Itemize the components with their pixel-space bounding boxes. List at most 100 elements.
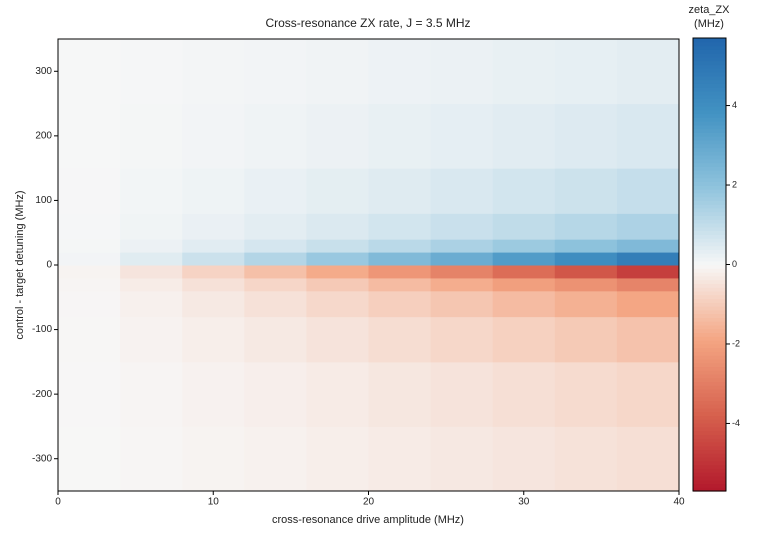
heatmap-cell [492,290,556,318]
heatmap-cell [306,290,369,318]
colorbar-band [693,268,726,273]
heatmap-cell [368,168,432,214]
colorbar-band [693,340,726,345]
heatmap-cell [120,39,183,105]
heatmap-cell [306,168,369,214]
colorbar-band [693,185,726,190]
heatmap-cell [430,426,494,492]
heatmap-cell [368,316,432,363]
heatmap-cell [368,265,432,279]
heatmap-cell [182,316,245,363]
heatmap-cell [430,168,494,214]
colorbar-band [693,249,726,254]
colorbar-band [693,230,726,235]
colorbar-band [693,241,726,247]
heatmap-cell [120,252,183,266]
heatmap-cell [368,277,432,292]
colorbar-band [693,464,726,469]
colorbar-band [693,158,726,164]
colorbar-band [693,124,726,130]
heatmap-cell [492,265,556,279]
x-tick-label: 10 [208,497,220,508]
y-tick-label: 0 [46,260,52,271]
heatmap-cell [244,426,307,492]
colorbar-band [693,245,726,250]
heatmap-cell [492,252,556,266]
colorbar-band [693,238,726,243]
colorbar-band [693,170,726,175]
heatmap-cell [58,39,121,105]
heatmap-cell [616,265,680,279]
colorbar-band [693,483,726,488]
heatmap-cell [120,103,183,169]
colorbar-band [693,362,726,368]
heatmap-cell [616,361,680,427]
colorbar-band [693,49,726,54]
heatmap-cell [306,252,369,266]
colorbar-band [693,294,726,300]
heatmap-cell [182,168,245,214]
heatmap-cell [182,265,245,279]
heatmap-cell [58,252,121,266]
colorbar-band [693,309,726,315]
heatmap-cell [616,168,680,214]
heatmap-cell [244,361,307,427]
heatmap-cell [430,290,494,318]
heatmap-cell [430,103,494,169]
heatmap-cell [554,239,618,253]
colorbar-band [693,290,726,296]
heatmap-cell [306,426,369,492]
colorbar-band [693,98,726,103]
heatmap-cell [616,239,680,253]
colorbar-band [693,404,726,409]
heatmap-cell [58,265,121,279]
colorbar-band [693,256,726,262]
heatmap-cell [244,168,307,214]
colorbar-band [693,479,726,485]
heatmap-cell [58,239,121,253]
chart-title: Cross-resonance ZX rate, J = 3.5 MHz [265,16,470,30]
colorbar-band [693,283,726,288]
colorbar-band [693,460,726,466]
heatmap-cell [492,103,556,169]
colorbar-band [693,306,726,311]
colorbar-band [693,132,726,137]
colorbar-band [693,377,726,383]
colorbar-band [693,264,726,269]
colorbar-band [693,253,726,258]
colorbar-band [693,260,726,266]
heatmap-cell [120,316,183,363]
heatmap-cell [368,290,432,318]
heatmap-cell [492,361,556,427]
heatmap-cell [430,213,494,240]
heatmap-cell [244,252,307,266]
heatmap-cell [306,239,369,253]
colorbar-band [693,117,726,122]
colorbar-band [693,177,726,183]
colorbar-band [693,75,726,81]
colorbar-band [693,347,726,352]
colorbar-band [693,351,726,356]
heatmap-cell [368,239,432,253]
heatmap-cell [616,316,680,363]
heatmap-cell [554,361,618,427]
colorbar-band [693,449,726,454]
y-tick-label: 300 [35,66,52,77]
heatmap-cell [616,290,680,318]
colorbar-band [693,166,726,171]
colorbar-band [693,151,726,156]
heatmap-cell [182,39,245,105]
colorbar-band [693,64,726,69]
colorbar-band [693,226,726,232]
colorbar-band [693,181,726,186]
colorbar-band [693,189,726,194]
heatmap-cell [120,277,183,292]
heatmap-cell [58,168,121,214]
heatmap-cell [182,103,245,169]
heatmap-cell [616,252,680,266]
colorbar-band [693,219,726,224]
colorbar-band [693,373,726,379]
colorbar-band [693,407,726,413]
heatmap-cell [182,239,245,253]
colorbar-band [693,196,726,201]
